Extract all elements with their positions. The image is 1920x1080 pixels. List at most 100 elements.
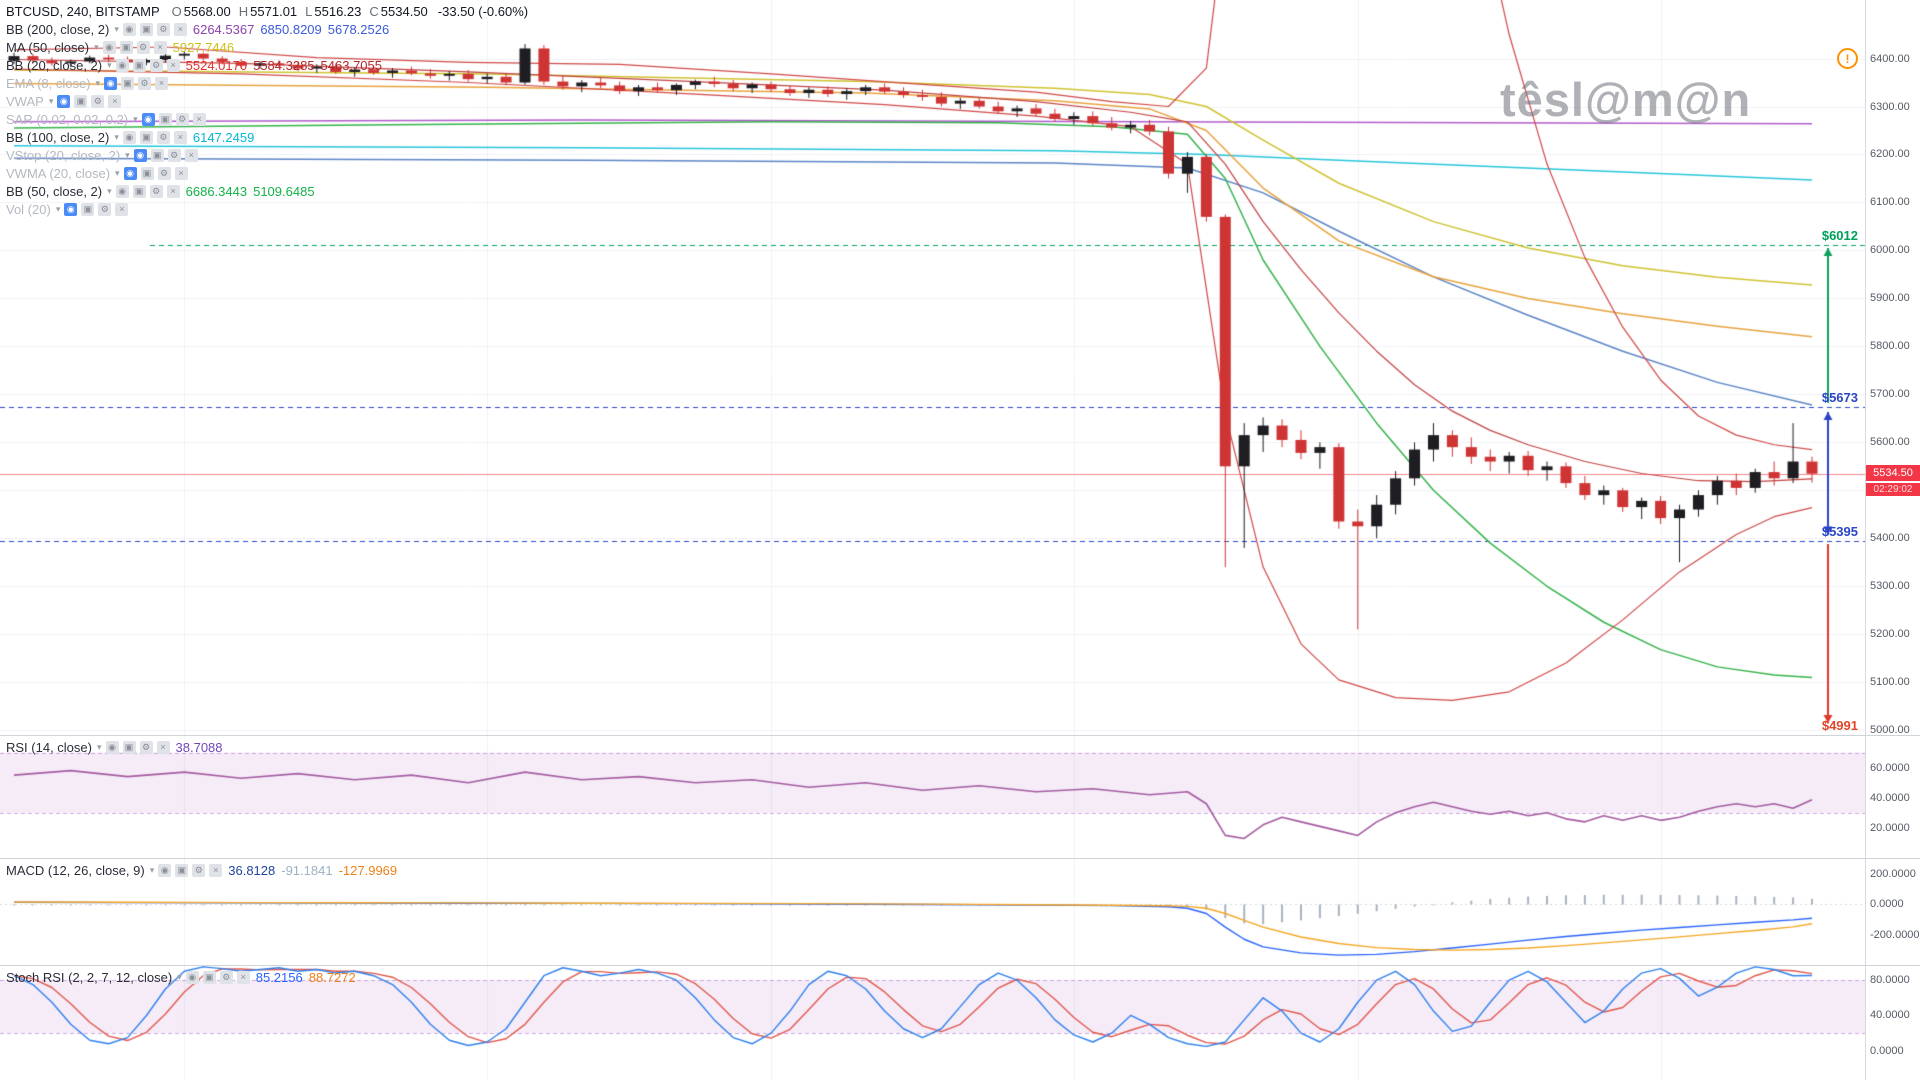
snapshot-icon[interactable]: ▣ bbox=[139, 23, 153, 36]
visibility-icon[interactable]: ◉ bbox=[158, 864, 172, 877]
snapshot-icon[interactable]: ▣ bbox=[74, 95, 88, 108]
delete-icon[interactable]: × bbox=[173, 23, 187, 36]
ohlc-label: H bbox=[238, 4, 249, 19]
alert-icon[interactable]: ! bbox=[1837, 48, 1858, 69]
indicator-row[interactable]: BB (20, close, 2) ▾ ◉ ▣ ⚙ × 5524.0170 5584.3285… bbox=[6, 58, 528, 73]
snapshot-icon[interactable]: ▣ bbox=[140, 167, 154, 180]
delete-icon[interactable]: × bbox=[236, 971, 250, 984]
stoch-legend-row[interactable]: Stoch RSI (2, 2, 7, 12, close) ▾ ◉ ▣ ⚙ × 85.21… bbox=[6, 970, 356, 985]
macd-legend-row[interactable]: MACD (12, 26, close, 9) ▾ ◉ ▣ ⚙ × 36.8128 -91.1… bbox=[6, 863, 397, 878]
macd-axis[interactable]: 200.0000 0.0000 -200.0000 bbox=[1865, 859, 1920, 965]
macd-canvas[interactable] bbox=[0, 859, 1866, 965]
delete-icon[interactable]: × bbox=[209, 864, 223, 877]
indicator-row[interactable]: BB (50, close, 2) ▾ ◉ ▣ ⚙ × 6686.3443 5109.6485 bbox=[6, 184, 528, 199]
snapshot-icon[interactable]: ▣ bbox=[122, 741, 136, 754]
rsi-canvas[interactable] bbox=[0, 736, 1866, 858]
settings-icon[interactable]: ⚙ bbox=[98, 203, 112, 216]
visibility-icon[interactable]: ◉ bbox=[115, 185, 129, 198]
snapshot-icon[interactable]: ▣ bbox=[202, 971, 216, 984]
delete-icon[interactable]: × bbox=[108, 95, 122, 108]
visibility-icon[interactable]: ◉ bbox=[122, 23, 136, 36]
macd-legend: MACD (12, 26, close, 9) ▾ ◉ ▣ ⚙ × 36.8128 -91.1… bbox=[6, 863, 397, 881]
indicator-row[interactable]: BB (200, close, 2) ▾ ◉ ▣ ⚙ × 6264.5367 6850.820… bbox=[6, 22, 528, 37]
delete-icon[interactable]: × bbox=[166, 185, 180, 198]
snapshot-icon[interactable]: ▣ bbox=[150, 149, 164, 162]
snapshot-icon[interactable]: ▣ bbox=[175, 864, 189, 877]
rsi-axis[interactable]: 60.0000 40.0000 20.0000 bbox=[1865, 736, 1920, 858]
snapshot-icon[interactable]: ▣ bbox=[158, 113, 172, 126]
settings-icon[interactable]: ⚙ bbox=[192, 864, 206, 877]
visibility-icon[interactable]: ◉ bbox=[115, 59, 129, 72]
settings-icon[interactable]: ⚙ bbox=[138, 77, 152, 90]
delete-icon[interactable]: × bbox=[115, 203, 129, 216]
visibility-icon[interactable]: ◉ bbox=[102, 41, 116, 54]
delete-icon[interactable]: × bbox=[174, 167, 188, 180]
snapshot-icon[interactable]: ▣ bbox=[132, 185, 146, 198]
indicator-row[interactable]: VWAP ▾ ◉ ▣ ⚙ × bbox=[6, 94, 528, 109]
rsi-legend-row[interactable]: RSI (14, close) ▾ ◉ ▣ ⚙ × 38.7088 bbox=[6, 740, 223, 755]
indicator-row[interactable]: BB (100, close, 2) ▾ ◉ ▣ ⚙ × 6147.2459 bbox=[6, 130, 528, 145]
snapshot-icon[interactable]: ▣ bbox=[121, 77, 135, 90]
pane-separator[interactable] bbox=[0, 735, 1920, 736]
delete-icon[interactable]: × bbox=[155, 77, 169, 90]
symbol-title[interactable]: BTCUSD, 240, BITSTAMP bbox=[6, 4, 160, 19]
indicator-row[interactable]: Vol (20) ▾ ◉ ▣ ⚙ × bbox=[6, 202, 528, 217]
delete-icon[interactable]: × bbox=[166, 59, 180, 72]
indicator-row[interactable]: SAR (0.02, 0.02, 0.2) ▾ ◉ ▣ ⚙ × bbox=[6, 112, 528, 127]
settings-icon[interactable]: ⚙ bbox=[91, 95, 105, 108]
visibility-icon[interactable]: ◉ bbox=[123, 167, 137, 180]
visibility-icon[interactable]: ◉ bbox=[57, 95, 71, 108]
snapshot-icon[interactable]: ▣ bbox=[119, 41, 133, 54]
indicator-name: VStop (20, close, 2) bbox=[6, 148, 121, 163]
indicator-value: 5463.7055 bbox=[320, 58, 382, 73]
delete-icon[interactable]: × bbox=[153, 41, 167, 54]
axis-tick-label: 6400.00 bbox=[1870, 52, 1910, 65]
snapshot-icon[interactable]: ▣ bbox=[81, 203, 95, 216]
rsi-legend: RSI (14, close) ▾ ◉ ▣ ⚙ × 38.7088 bbox=[6, 740, 223, 758]
current-price-badge: 5534.50 bbox=[1866, 464, 1920, 481]
indicator-row[interactable]: EMA (8, close) ▾ ◉ ▣ ⚙ × bbox=[6, 76, 528, 91]
delete-icon[interactable]: × bbox=[192, 113, 206, 126]
axis-tick-label: 5700.00 bbox=[1870, 388, 1910, 401]
pane-separator[interactable] bbox=[0, 965, 1920, 966]
stoch-rsi-axis[interactable]: 80.0000 40.0000 0.0000 bbox=[1865, 966, 1920, 1080]
settings-icon[interactable]: ⚙ bbox=[219, 971, 233, 984]
delete-icon[interactable]: × bbox=[156, 741, 170, 754]
visibility-icon[interactable]: ◉ bbox=[122, 131, 136, 144]
price-axis[interactable]: 6400.00 6300.00 6200.00 6100.00 6000.00 5900.… bbox=[1865, 0, 1920, 736]
axis-tick-label: 20.0000 bbox=[1870, 821, 1910, 834]
indicator-row[interactable]: VStop (20, close, 2) ▾ ◉ ▣ ⚙ × bbox=[6, 148, 528, 163]
snapshot-icon[interactable]: ▣ bbox=[132, 59, 146, 72]
ohlc-label: O bbox=[171, 4, 182, 19]
stoch-rsi-canvas[interactable] bbox=[0, 966, 1866, 1080]
settings-icon[interactable]: ⚙ bbox=[156, 131, 170, 144]
pane-separator[interactable] bbox=[0, 858, 1920, 859]
delete-icon[interactable]: × bbox=[184, 149, 198, 162]
visibility-icon[interactable]: ◉ bbox=[105, 741, 119, 754]
axis-tick-label: 6200.00 bbox=[1870, 148, 1910, 161]
indicator-name: MA (50, close) bbox=[6, 40, 90, 55]
indicator-row[interactable]: MA (50, close) ▾ ◉ ▣ ⚙ × 5927.7446 bbox=[6, 40, 528, 55]
settings-icon[interactable]: ⚙ bbox=[149, 59, 163, 72]
visibility-icon[interactable]: ◉ bbox=[141, 113, 155, 126]
settings-icon[interactable]: ⚙ bbox=[167, 149, 181, 162]
axis-tick-label: 5900.00 bbox=[1870, 292, 1910, 305]
axis-tick-label: 40.0000 bbox=[1870, 791, 1910, 804]
delete-icon[interactable]: × bbox=[173, 131, 187, 144]
settings-icon[interactable]: ⚙ bbox=[139, 741, 153, 754]
visibility-icon[interactable]: ◉ bbox=[133, 149, 147, 162]
settings-icon[interactable]: ⚙ bbox=[175, 113, 189, 126]
main-chart-canvas[interactable] bbox=[0, 0, 1866, 735]
settings-icon[interactable]: ⚙ bbox=[157, 167, 171, 180]
indicator-row[interactable]: VWMA (20, close) ▾ ◉ ▣ ⚙ × bbox=[6, 166, 528, 181]
settings-icon[interactable]: ⚙ bbox=[136, 41, 150, 54]
chevron-down-icon: ▾ bbox=[149, 865, 155, 875]
visibility-icon[interactable]: ◉ bbox=[104, 77, 118, 90]
visibility-icon[interactable]: ◉ bbox=[185, 971, 199, 984]
indicator-name: Stoch RSI (2, 2, 7, 12, close) bbox=[6, 970, 173, 985]
visibility-icon[interactable]: ◉ bbox=[64, 203, 78, 216]
snapshot-icon[interactable]: ▣ bbox=[139, 131, 153, 144]
indicator-name: VWMA (20, close) bbox=[6, 166, 111, 181]
settings-icon[interactable]: ⚙ bbox=[149, 185, 163, 198]
settings-icon[interactable]: ⚙ bbox=[156, 23, 170, 36]
